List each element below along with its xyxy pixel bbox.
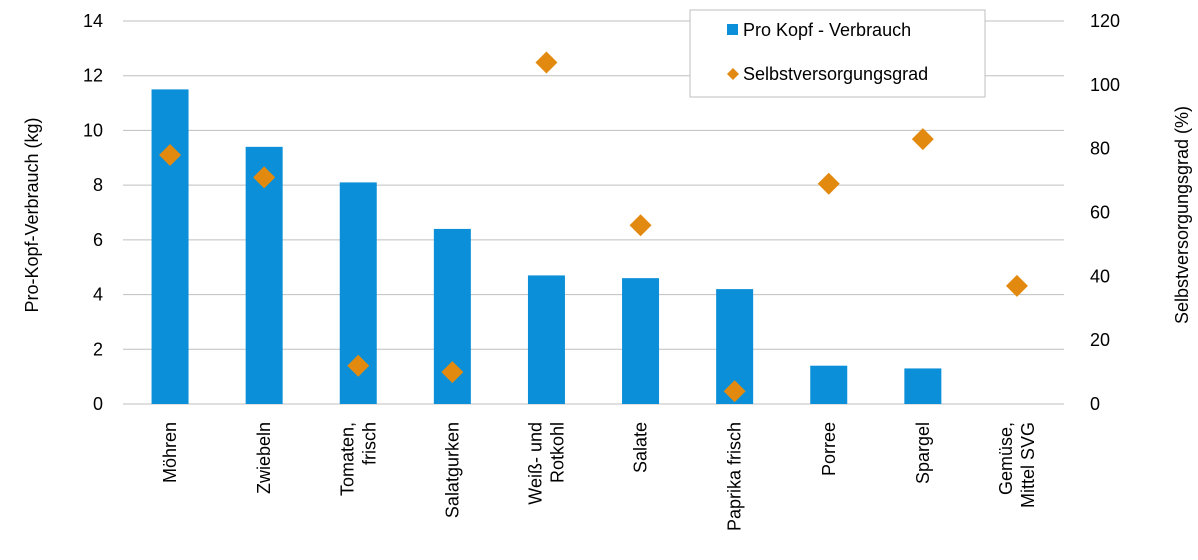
x-axis-tick-label: Zwiebeln	[254, 422, 274, 494]
x-axis-tick-label-line: Paprika frisch	[725, 422, 745, 531]
left-axis-tick-label: 8	[93, 175, 103, 195]
x-axis-tick-label-line: frisch	[359, 422, 379, 465]
left-axis-tick-label: 2	[93, 339, 103, 359]
x-axis-tick-label-line: Zwiebeln	[254, 422, 274, 494]
left-axis-tick-label: 4	[93, 285, 103, 305]
diamond-marker	[535, 51, 558, 74]
diamond-marker	[347, 354, 370, 377]
x-axis-tick-label: Gemüse, Mittel SVG	[996, 422, 1038, 508]
right-axis-tick-label: 120	[1090, 11, 1120, 31]
bar	[622, 278, 660, 404]
x-axis-tick-label-line: Porree	[819, 422, 839, 476]
diamond-marker	[817, 172, 840, 195]
left-axis-ticks: 0 2 4 6 8 10 12 14	[83, 11, 103, 414]
x-axis-tick-label: Möhren	[160, 422, 180, 483]
diamond-marker	[1005, 274, 1028, 297]
x-axis-tick-label-line: Spargel	[913, 422, 933, 484]
legend-bar-swatch	[727, 24, 738, 35]
x-axis-tick-label: Tomaten, frisch	[337, 422, 379, 496]
x-axis-tick-label-line: Möhren	[160, 422, 180, 483]
x-axis-tick-label-line: Rotkohl	[547, 422, 567, 483]
left-axis-tick-label: 0	[93, 394, 103, 414]
legend-bar-label: Pro Kopf - Verbrauch	[743, 20, 911, 40]
x-axis-ticks: Möhren Zwiebeln Tomaten, frisch Salatgurken W…	[160, 422, 1038, 531]
right-axis-tick-label: 40	[1090, 266, 1110, 286]
bar	[245, 146, 283, 405]
left-axis-label: Pro-Kopf-Verbrauch (kg)	[22, 117, 42, 312]
left-axis-tick-label: 14	[83, 11, 103, 31]
legend-diamond-swatch	[727, 68, 739, 80]
left-axis-tick-label: 6	[93, 230, 103, 250]
diamond-marker	[911, 128, 934, 151]
diamond-marker	[253, 166, 276, 189]
marker-series	[159, 51, 1028, 403]
legend-box	[689, 9, 986, 98]
diamond-marker	[441, 361, 464, 384]
x-axis-tick-label: Porree	[819, 422, 839, 476]
legend: Pro Kopf - Verbrauch Selbstversorgungsgr…	[689, 9, 986, 98]
right-axis-tick-label: 80	[1090, 139, 1110, 159]
right-axis-label: Selbstversorgungsgrad (%)	[1172, 106, 1192, 324]
bar	[151, 89, 189, 405]
x-axis-tick-label: Spargel	[913, 422, 933, 484]
right-axis-tick-label: 20	[1090, 330, 1110, 350]
diamond-marker	[723, 380, 746, 403]
x-axis-tick-label-line: Tomaten,	[337, 422, 357, 496]
right-axis-ticks: 0 20 40 60 80 100 120	[1090, 11, 1120, 414]
right-axis-tick-label: 60	[1090, 203, 1110, 223]
bar-series	[151, 89, 942, 405]
x-axis-tick-label: Salatgurken	[442, 422, 462, 518]
left-axis-tick-label: 12	[83, 66, 103, 86]
x-axis-tick-label-line: Mittel SVG	[1018, 422, 1038, 508]
bar	[904, 368, 942, 404]
legend-marker-label: Selbstversorgungsgrad	[743, 64, 928, 84]
x-axis-tick-label-line: Salate	[631, 422, 651, 473]
bar	[527, 275, 565, 404]
x-axis-tick-label-line: Weiß- und	[525, 422, 545, 505]
diamond-marker	[629, 214, 652, 237]
diamond-marker	[159, 144, 182, 167]
right-axis-tick-label: 100	[1090, 75, 1120, 95]
x-axis-tick-label-line: Gemüse,	[996, 422, 1016, 495]
left-axis-tick-label: 10	[83, 120, 103, 140]
x-axis-tick-label: Paprika frisch	[725, 422, 745, 531]
x-axis-tick-label: Weiß- und Rotkohl	[525, 422, 567, 505]
x-axis-tick-label-line: Salatgurken	[442, 422, 462, 518]
x-axis-tick-label: Salate	[631, 422, 651, 473]
bar	[810, 365, 848, 404]
right-axis-tick-label: 0	[1090, 394, 1100, 414]
